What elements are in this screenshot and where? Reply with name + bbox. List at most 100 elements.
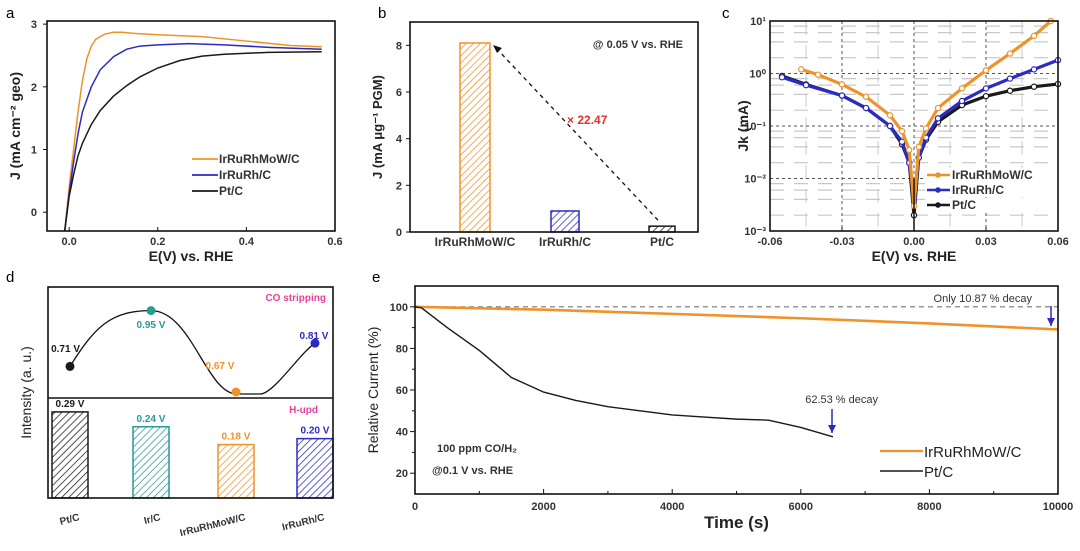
- x-tick-label: 2000: [531, 501, 555, 513]
- y-tick-label: 10⁻²: [744, 174, 766, 186]
- data-point: [1006, 50, 1014, 57]
- y-tick-label: 4: [396, 134, 403, 146]
- data-point: [1030, 83, 1038, 90]
- y-axis-label: Jk (mA): [735, 100, 751, 151]
- legend-label: IrRuRhMoW/C: [219, 152, 300, 166]
- x-tick-label: 0: [412, 501, 418, 513]
- y-tick-label: 100: [390, 302, 408, 314]
- hupd-bar-IrRuRhMoW/C: [217, 443, 255, 499]
- panel-label-e: e: [372, 269, 380, 286]
- legend-label: IrRuRhMoW/C: [924, 444, 1022, 461]
- co-peak-point-Ir/C: [146, 306, 156, 316]
- y-tick-label: 0: [31, 207, 37, 219]
- y-tick-label: 10⁰: [749, 69, 766, 81]
- annotation-ratio: × 22.47: [567, 113, 608, 127]
- data-point: [982, 85, 990, 92]
- co-peak-point-Pt/C: [65, 361, 75, 371]
- co-peak-label: 0.67 V: [206, 361, 235, 372]
- co-stripping-curve: [69, 309, 316, 395]
- x-tick-label: 0.06: [1047, 236, 1068, 248]
- x-tick-label: Pt/C: [59, 512, 81, 528]
- x-tick-label: Ir/C: [143, 512, 162, 527]
- annotation-gas: 100 ppm CO/H₂: [437, 443, 517, 455]
- hupd-value-label: 0.18 V: [222, 432, 251, 443]
- data-point: [886, 122, 894, 130]
- data-point: [838, 92, 846, 99]
- series-line-IrRuRh/C: [63, 42, 322, 232]
- x-tick-label: 0.03: [975, 236, 996, 248]
- x-tick-label: 6000: [789, 501, 813, 513]
- co-peak-point-IrRuRhMoW/C: [231, 387, 241, 397]
- data-point: [958, 85, 966, 92]
- data-point: [1030, 66, 1038, 73]
- bar-IrRuRhMoW/C: [459, 42, 491, 233]
- hupd-bar-IrRuRh/C: [296, 437, 334, 499]
- series-line-IrRuRhMoW/C: [63, 31, 322, 232]
- data-point: [915, 143, 923, 151]
- x-tick-label: IrRuRh/C: [539, 235, 591, 249]
- co-peak-point-IrRuRh/C: [310, 338, 320, 348]
- y-axis-label: Relative Current (%): [365, 327, 381, 454]
- hupd-value-label: 0.20 V: [301, 426, 330, 437]
- y-tick-label: 80: [396, 343, 408, 355]
- y-tick-label: 20: [396, 468, 408, 480]
- data-point: [1006, 75, 1014, 82]
- arrow-head-icon: [493, 45, 502, 53]
- y-tick-label: 60: [396, 385, 408, 397]
- data-point: [906, 146, 913, 154]
- panel-e: 0 2000 4000 6000 8000 10000 20 40 60 80 100 Time (s…: [365, 285, 1074, 532]
- y-axis-label: J (mA cm⁻² geo): [7, 72, 23, 180]
- legend-label: Pt/C: [924, 464, 953, 481]
- panel-c: -0.06 -0.03 0.00 0.03 0.06 10⁻³ 10⁻² 10⁻¹ 10⁰ 10¹…: [735, 16, 1069, 264]
- annotation-decay-irrurhmow: Only 10.87 % decay: [934, 293, 1033, 305]
- legend-marker: [935, 202, 941, 208]
- data-point: [814, 71, 822, 78]
- y-tick-label: 2: [396, 180, 402, 192]
- x-tick-label: 0.2: [150, 236, 165, 248]
- hupd-value-label: 0.29 V: [56, 399, 85, 410]
- plot-frame: [409, 21, 699, 233]
- y-tick-label: 6: [396, 87, 402, 99]
- dashed-arrow: [496, 48, 659, 221]
- data-point: [934, 104, 942, 112]
- data-point: [862, 104, 870, 112]
- x-tick-label: 4000: [660, 501, 684, 513]
- arrow-down-icon: [828, 425, 836, 433]
- plot-frame: [46, 20, 336, 232]
- bar-Pt/C: [648, 225, 676, 233]
- data-point: [802, 81, 810, 89]
- panel-b: IrRuRhMoW/C IrRuRh/C Pt/C 0 2 4 6 8 @ 0.05 V vs.…: [370, 21, 699, 249]
- legend-bg: [925, 198, 1055, 212]
- data-point: [798, 66, 805, 73]
- y-tick-label: 10¹: [750, 16, 766, 28]
- x-tick-label: Pt/C: [650, 235, 674, 249]
- co-stripping-title: CO stripping: [265, 293, 326, 304]
- data-point: [934, 115, 942, 122]
- legend-label: Pt/C: [219, 184, 243, 198]
- panel-label-a: a: [6, 5, 15, 22]
- panel-d: 0.71 V 0.95 V 0.67 V 0.81 V CO stripping 0.29…: [18, 286, 334, 539]
- x-tick-label: 0.6: [327, 236, 342, 248]
- y-tick-label: 10⁻¹: [744, 121, 766, 133]
- series-line-Pt/C: [63, 50, 322, 232]
- y-tick-label: 10⁻³: [744, 226, 766, 238]
- panel-label-b: b: [378, 5, 386, 22]
- series-line-IrRuRhMoW/C: [414, 305, 1059, 331]
- legend-label: IrRuRh/C: [219, 168, 271, 182]
- legend-bg: [925, 183, 1055, 197]
- x-tick-label: 8000: [917, 501, 941, 513]
- y-tick-label: 1: [31, 145, 37, 157]
- x-tick-label: 10000: [1043, 501, 1074, 513]
- x-tick-label: IrRuRh/C: [281, 512, 326, 533]
- data-point: [982, 92, 990, 100]
- x-tick-label: -0.06: [757, 236, 782, 248]
- hupd-bar-Ir/C: [132, 426, 170, 499]
- data-point: [958, 97, 966, 105]
- co-peak-label: 0.71 V: [51, 344, 80, 355]
- x-tick-label: 0.4: [239, 236, 255, 248]
- y-tick-label: 2: [31, 82, 37, 94]
- series-line-IrRuRhMoW/C: [800, 19, 1052, 207]
- y-tick-label: 0: [396, 227, 402, 239]
- data-point: [898, 127, 906, 135]
- y-axis-label: J (mA μg⁻¹ PGM): [370, 75, 385, 179]
